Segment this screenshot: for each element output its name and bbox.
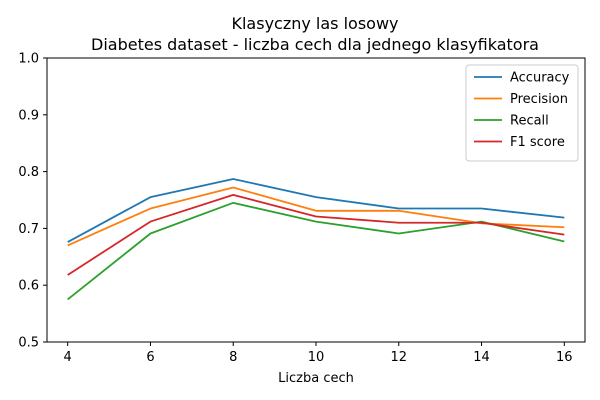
y-tick-label: 0.9: [18, 108, 39, 123]
plot-marks: [67, 178, 565, 301]
x-tick-label: 8: [229, 350, 237, 365]
x-tick-label: 10: [308, 350, 325, 365]
legend-label-precision: Precision: [510, 92, 568, 107]
series-line-f1-score: [67, 193, 565, 276]
x-tick-label: 12: [390, 350, 407, 365]
legend-box: [465, 64, 579, 162]
y-tick-label: 0.6: [18, 279, 39, 294]
x-tick-label: 14: [473, 350, 490, 365]
chart-subtitle: Diabetes dataset - liczba cech dla jedne…: [91, 35, 539, 54]
series-line-accuracy: [67, 178, 565, 243]
x-axis-ticks: 4 6 8 10 12 14 16: [64, 342, 573, 365]
series-line-recall: [67, 201, 565, 301]
legend-label-accuracy: Accuracy: [510, 71, 570, 86]
chart-title: Klasyczny las losowy: [231, 14, 398, 33]
legend: Accuracy Precision Recall F1 score: [465, 64, 579, 162]
y-tick-label: 0.7: [18, 222, 39, 237]
x-axis-label: Liczba cech: [278, 371, 354, 386]
y-tick-label: 1.0: [18, 52, 39, 67]
y-tick-label: 0.5: [18, 336, 39, 351]
legend-label-recall: Recall: [510, 114, 549, 129]
y-tick-label: 0.8: [18, 165, 39, 180]
legend-label-f1-score: F1 score: [510, 135, 565, 150]
x-tick-label: 4: [64, 350, 72, 365]
y-axis-ticks: 0.5 0.6 0.7 0.8 0.9 1.0: [18, 52, 47, 351]
x-tick-label: 16: [556, 350, 573, 365]
x-tick-label: 6: [146, 350, 154, 365]
